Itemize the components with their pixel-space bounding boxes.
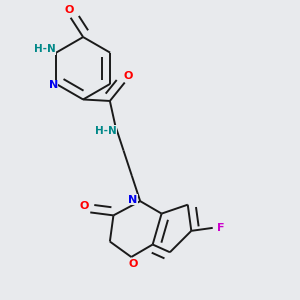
Text: N: N [128,195,137,205]
Text: F: F [217,223,225,233]
Text: O: O [128,259,137,269]
Text: O: O [79,201,88,211]
Text: O: O [64,5,74,15]
Text: N: N [49,80,58,90]
Text: H-N: H-N [95,126,117,136]
Text: H-N: H-N [34,44,56,54]
Text: O: O [123,71,132,81]
